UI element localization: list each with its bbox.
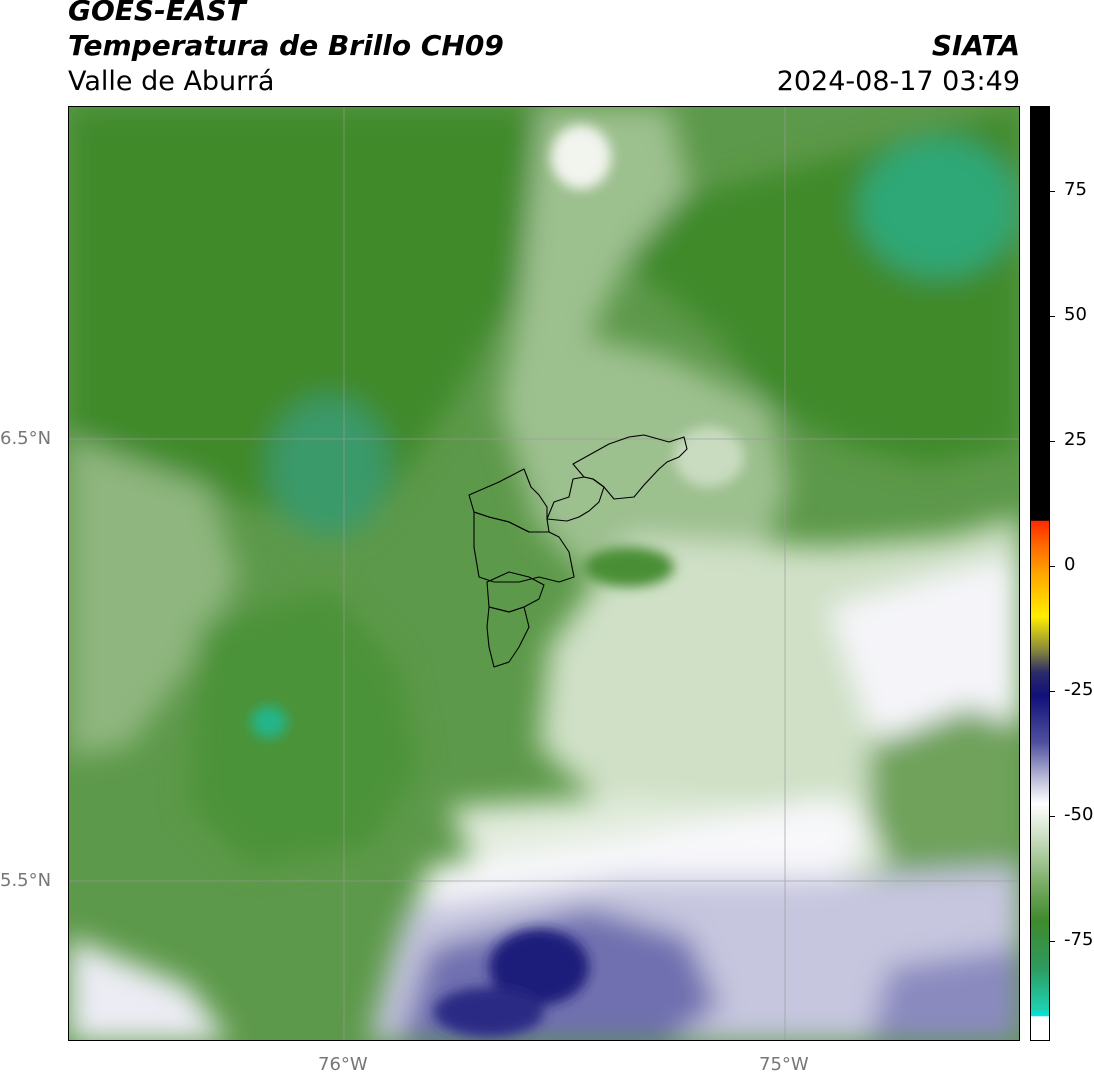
colorbar-gradient (1031, 107, 1049, 1040)
south-navy-core (489, 929, 589, 1005)
colorbar-tick (1050, 441, 1055, 442)
teal-hotspot (251, 706, 287, 738)
north-white-peak (551, 125, 611, 189)
colorbar-tick-label: -75 (1064, 929, 1094, 950)
colorbar-tick-label: 25 (1064, 429, 1087, 450)
teal-patch-ne (859, 137, 1019, 277)
central-green-knot (584, 547, 674, 587)
region-label: Valle de Aburrá (68, 66, 275, 97)
southwest-white-corner (69, 937, 228, 1040)
satellite-title: GOES-EAST (68, 0, 246, 27)
municipality-outline-center (473, 511, 575, 583)
colorbar-tick (1050, 316, 1055, 317)
west-light-region (69, 437, 239, 757)
south-navy-core-2 (434, 987, 544, 1037)
colorbar-tick-label: -50 (1064, 804, 1094, 825)
north-green-region (69, 107, 549, 517)
colorbar-tick-label: 75 (1064, 179, 1087, 200)
lat-label-6.5: 6.5°N (0, 428, 52, 449)
map-panel[interactable] (68, 106, 1020, 1041)
colorbar-tick (1050, 941, 1055, 942)
colorbar-tick (1050, 816, 1055, 817)
colorbar-tick (1050, 191, 1055, 192)
colorbar-tick (1050, 691, 1055, 692)
timestamp-label: 2024-08-17 03:49 (776, 66, 1020, 97)
southwest-green-region (189, 587, 419, 867)
east-white-region (829, 557, 1019, 757)
colorbar-tick-label: -25 (1064, 679, 1094, 700)
colorbar-tick-label: 50 (1064, 304, 1087, 325)
agency-label: SIATA (931, 29, 1020, 62)
municipality-outline-north-center (546, 476, 605, 522)
municipality-outline-south-2 (486, 606, 530, 668)
east-green-island (869, 707, 1019, 907)
lon-label-75: 75°W (759, 1054, 809, 1075)
product-title: Temperatura de Brillo CH09 (68, 29, 504, 62)
southeast-blue-region (869, 947, 1019, 1040)
lon-label-76: 76°W (318, 1054, 368, 1075)
lat-label-5.5: 5.5°N (0, 870, 52, 891)
teal-patch-center (269, 397, 389, 537)
brightness-temperature-map (69, 107, 1019, 1040)
colorbar (1030, 106, 1050, 1041)
colorbar-tick-label: 0 (1064, 554, 1076, 575)
center-pale-patch (674, 427, 744, 487)
colorbar-tick (1050, 566, 1055, 567)
